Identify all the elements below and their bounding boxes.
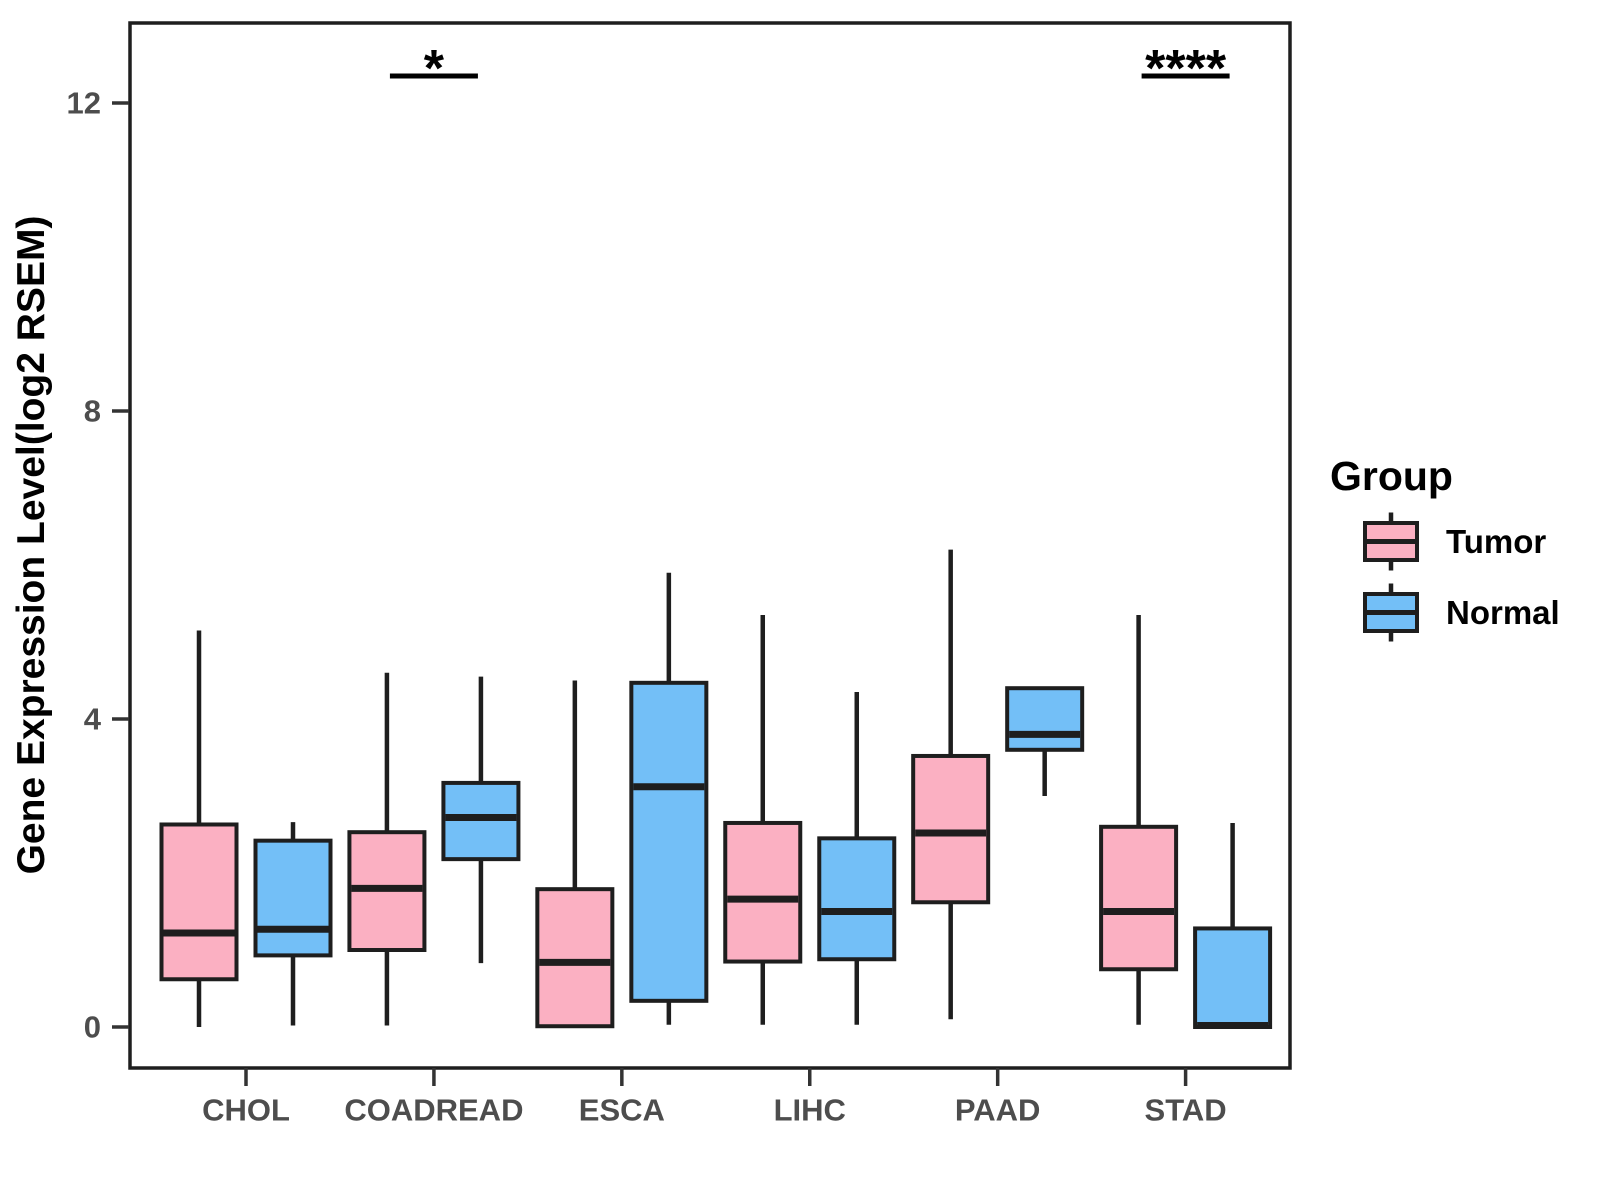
x-tick-label-chol: CHOL [202,1093,290,1128]
significance-stad: **** [1141,40,1230,98]
y-axis-title: Gene Expression Level(log2 RSEM) [10,216,53,875]
significance-label-stad: **** [1145,40,1227,98]
iqr-box-chol-tumor [159,822,239,982]
box-group-lihc-normal [817,692,897,1025]
iqr-box-paad-normal [1005,686,1085,752]
iqr-box-stad-tumor [1099,824,1179,972]
iqr-box-paad-tumor [911,753,991,905]
legend-entry-tumor: Tumor [1363,512,1546,571]
x-tick-label-esca: ESCA [579,1093,665,1128]
box-group-esca-tumor [535,680,615,1029]
legend: Group Tumor Normal [1330,453,1560,642]
y-tick-label: 4 [84,702,102,737]
plot-panel-border [128,21,1292,1070]
iqr-box-lihc-tumor [723,820,803,964]
iqr-box-stad-normal [1193,926,1273,1029]
box-group-chol-normal [253,822,333,1026]
box-group-stad-tumor [1099,615,1179,1025]
legend-entry-normal: Normal [1363,583,1560,642]
x-tick-label-lihc: LIHC [774,1093,846,1128]
box-group-stad-normal [1193,822,1273,1029]
legend-title: Group [1330,453,1453,499]
x-axis: CHOL COADREAD ESCA LIHC PAAD STAD [202,1068,1227,1128]
box-group-paad-normal [1005,686,1085,796]
box-group-lihc-tumor [723,615,803,1025]
legend-label-tumor: Tumor [1446,523,1546,560]
legend-label-normal: Normal [1446,594,1560,631]
y-tick-label: 0 [84,1010,101,1045]
iqr-box-esca-normal [629,680,709,1003]
box-group-chol-tumor [159,630,239,1027]
significance-label-coadread: * [424,40,445,98]
box-group-coadread-normal [441,676,521,964]
box-group-esca-normal [629,572,709,1025]
x-tick-label-stad: STAD [1145,1093,1227,1128]
box-group-paad-tumor [911,549,991,1020]
y-tick-label: 8 [84,394,101,429]
iqr-box-lihc-normal [817,836,897,962]
x-tick-label-paad: PAAD [955,1093,1041,1128]
box-group-coadread-tumor [347,672,427,1026]
iqr-box-chol-normal [253,838,333,958]
x-tick-label-coadread: COADREAD [344,1093,523,1128]
iqr-box-esca-tumor [535,887,615,1029]
boxplot-series [159,549,1273,1029]
significance-coadread: * [389,40,478,98]
y-tick-label: 12 [67,86,101,121]
y-axis: 0 4 8 12 [67,86,129,1045]
